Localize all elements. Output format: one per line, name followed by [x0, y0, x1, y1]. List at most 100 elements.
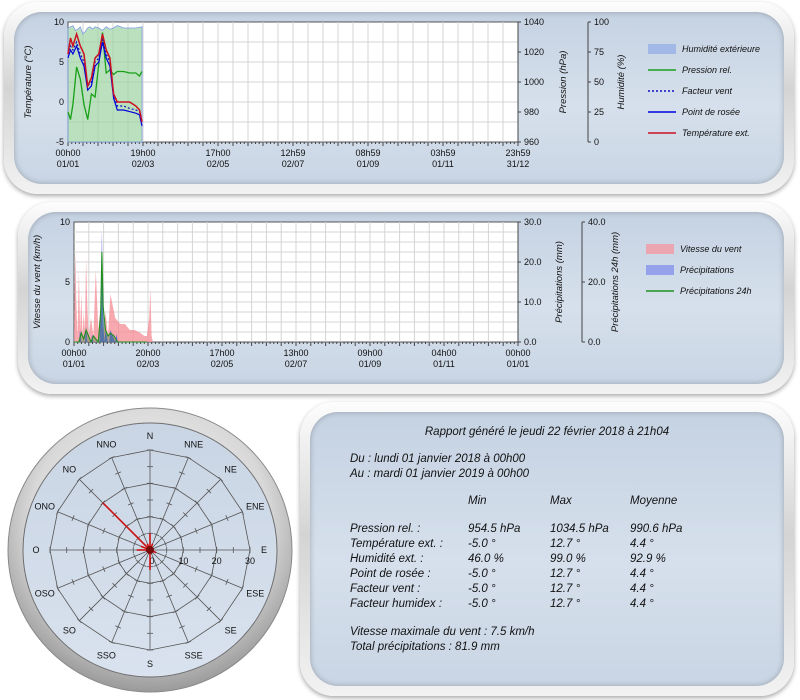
rose-spoke-tick [194, 500, 200, 506]
right-axis-tick-label: 20.0 [588, 277, 606, 287]
report-row-label: Humidité ext. : [350, 553, 424, 565]
rose-spoke-tick [182, 512, 188, 518]
rose-spoke-tick [194, 527, 198, 534]
report-row-min: -5.0 ° [468, 538, 496, 550]
mid-axis-tick-label: 30.0 [524, 217, 542, 227]
report-header-max: Max [550, 495, 572, 507]
report-title: Rapport généré le jeudi 22 février 2018 … [424, 426, 670, 438]
series-dewpoint-line [67, 41, 143, 127]
rose-spoke-tick [210, 521, 214, 528]
report-row-label: Température ext. : [350, 538, 443, 550]
mid-axis-label: Précipitations (mm) [554, 241, 565, 323]
rose-direction-label: O [32, 545, 39, 555]
report-row-max: 12.7 ° [550, 598, 581, 610]
report-row-avg: 4.4 ° [630, 568, 654, 580]
rose-spoke-tick [135, 559, 141, 565]
rose-spoke-tick [121, 486, 128, 490]
legend-label: Facteur vent [682, 86, 733, 96]
x-tick-label-time: 03h59 [430, 148, 455, 158]
x-tick-label-date: 02/07 [282, 159, 305, 169]
legend-label: Pression rel. [682, 65, 732, 75]
report-row-min: -5.0 ° [468, 568, 496, 580]
series-temperature-line [67, 31, 143, 123]
report-row-label: Pression rel. : [350, 523, 421, 535]
left-axis-tick-label: 5 [65, 277, 70, 287]
rose-spoke-tick [153, 533, 160, 537]
right-axis-tick-label: 100 [594, 17, 609, 27]
legend-item: Température ext. [648, 128, 750, 138]
wind-rose: N NNE NE ENE E ESE SE SSE S SSO SO OSO O ONO NO NNO 10 20… [7, 407, 293, 693]
x-tick-label-time: 00h00 [61, 348, 86, 358]
report-row-min: -5.0 ° [468, 598, 496, 610]
rose-spoke-tick [86, 572, 90, 579]
rose-spoke-tick [115, 625, 122, 629]
rose-spoke-tick [172, 486, 179, 490]
rose-spoke-tick [171, 571, 176, 576]
legend-item: Humidité extérieure [648, 44, 760, 54]
report-total-rain: Total précipitations : 81.9 mm [350, 641, 500, 653]
rose-spoke-tick [124, 571, 129, 576]
rose-spoke-tick [159, 517, 166, 521]
rose-spoke-tick [163, 540, 167, 547]
rose-direction-label: E [261, 545, 267, 555]
x-tick-label-time: 20h00 [135, 348, 160, 358]
left-axis-tick-label: -5 [56, 137, 64, 147]
rose-direction-label: NNE [184, 440, 203, 450]
rose-spoke-tick [206, 606, 212, 612]
x-tick-label-time: 08h59 [355, 148, 380, 158]
x-tick-label-date: 02/07 [285, 359, 308, 369]
rose-direction-label: SO [63, 626, 76, 636]
rose-direction-label: SE [225, 626, 237, 636]
report-max-wind: Vitesse maximale du vent : 7.5 km/h [350, 626, 535, 638]
report-row-max: 1034.5 hPa [550, 523, 609, 535]
report-row-min: 954.5 hPa [468, 523, 521, 535]
left-axis-tick-label: 0 [65, 337, 70, 347]
legend-label: Humidité extérieure [682, 44, 760, 54]
x-tick-label-date: 01/11 [432, 159, 454, 169]
x-tick-label-time: 23h59 [505, 148, 530, 158]
rose-spoke-tick [102, 527, 106, 534]
mid-axis-label: Pression (hPa) [558, 51, 569, 114]
right-axis-tick-label: 0 [594, 137, 599, 147]
report-content: Rapport généré le jeudi 22 février 2018 … [310, 412, 784, 686]
right-axis-tick-label: 50 [594, 77, 604, 87]
rose-spoke-tick [127, 502, 134, 506]
legend-item: Vitesse du vent [646, 244, 742, 254]
mid-axis-tick-label: 1040 [524, 17, 544, 27]
rose-spoke-tick [240, 585, 244, 592]
report-panel: Rapport généré le jeudi 22 février 2018 … [300, 402, 794, 696]
rose-spoke-tick [133, 553, 137, 560]
x-tick-label-time: 09h00 [357, 348, 382, 358]
temperature-chart-background: 10 5 0 -5 Température (°C) 1040 1020 1000 980 960… [14, 12, 784, 184]
rose-spoke-tick [206, 488, 212, 494]
mid-axis-tick-label: 20.0 [524, 257, 542, 267]
rose-spoke-tick [117, 534, 121, 541]
right-axis-tick-label: 25 [594, 107, 604, 117]
legend-item: Précipitations [646, 265, 735, 275]
x-tick-label-time: 13h00 [283, 348, 308, 358]
rose-direction-label: NO [63, 464, 77, 474]
rose-spoke-tick [153, 563, 160, 567]
rose-spoke-tick [194, 594, 200, 600]
rose-spoke-tick [108, 640, 115, 644]
right-axis-label: Humidité (%) [616, 55, 627, 110]
rose-center-dot [146, 546, 154, 554]
x-tick-label-time: 17h00 [205, 148, 230, 158]
rose-scale-label: 0 [149, 556, 154, 566]
rose-spoke-tick [225, 578, 229, 585]
report-row-avg: 92.9 % [630, 553, 666, 565]
report-row-avg: 4.4 ° [630, 598, 654, 610]
wind-rain-chart-background: 10 5 0 Vitesse du vent (km/h) 30.0 20.0 10.0 0.… [28, 212, 784, 384]
x-tick-label-date: 02/05 [211, 359, 234, 369]
right-axis-tick-label: 0.0 [588, 337, 601, 347]
wind-rain-chart-panel: 10 5 0 Vitesse du vent (km/h) 30.0 20.0 10.0 0.… [18, 202, 794, 394]
left-axis-tick-label: 0 [59, 97, 64, 107]
legend-item: Précipitations 24h [646, 286, 752, 296]
x-tick-label-date: 01/09 [357, 159, 380, 169]
rose-spoke-tick [194, 566, 198, 573]
rose-spoke-tick [179, 534, 183, 541]
legend-label: Précipitations [680, 265, 735, 275]
left-axis-label: Vitesse du vent (km/h) [32, 235, 43, 329]
report-row-max: 99.0 % [550, 553, 586, 565]
rose-spoke-tick [240, 508, 244, 515]
